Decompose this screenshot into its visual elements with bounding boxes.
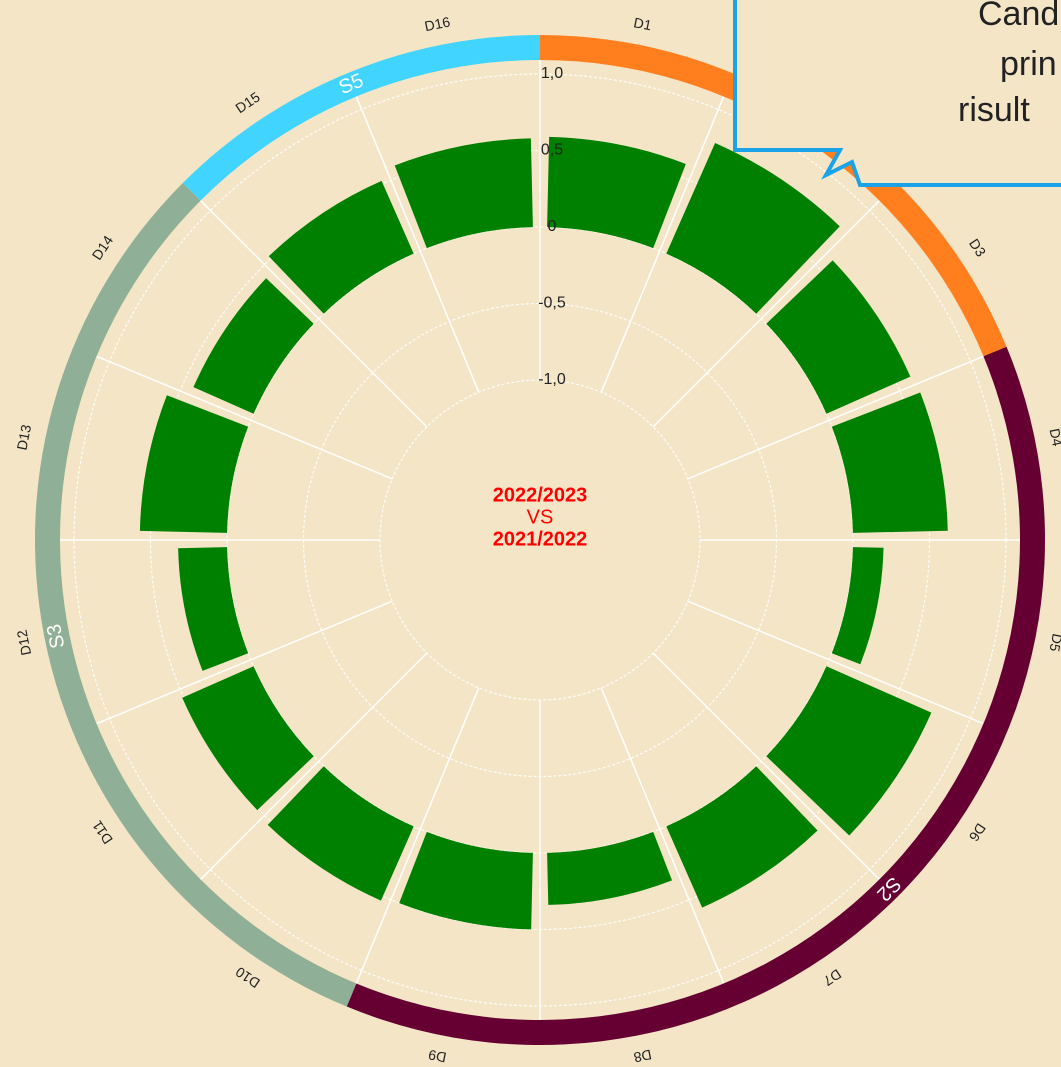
bars	[139, 136, 948, 930]
center-text: 2022/2023 VS 2021/2022	[493, 484, 588, 550]
category-label: D12	[13, 628, 34, 657]
bar	[268, 180, 414, 314]
spoke	[96, 355, 393, 480]
callout: Cand prin risult	[733, 0, 1061, 187]
spoke	[652, 652, 880, 880]
grid	[60, 60, 1020, 1020]
category-label: D5	[1047, 632, 1061, 653]
bar	[399, 831, 533, 930]
category-label: D4	[1047, 427, 1061, 448]
bar	[182, 666, 314, 811]
y-tick-label: -1,0	[538, 371, 566, 388]
spoke	[96, 600, 393, 725]
category-label: D13	[13, 423, 34, 452]
y-tick-label: 0	[548, 218, 557, 235]
bar	[831, 392, 948, 533]
callout-line: Cand	[978, 0, 1059, 33]
spoke	[355, 96, 480, 393]
callout-line: prin	[1000, 45, 1057, 83]
spoke	[600, 96, 725, 393]
center-line: 2022/2023	[493, 484, 588, 506]
bar	[139, 395, 249, 533]
spoke	[600, 687, 725, 984]
spoke	[200, 652, 428, 880]
bar	[666, 766, 818, 908]
bar	[666, 143, 840, 314]
callout-box	[733, 0, 1061, 187]
spoke	[200, 200, 428, 428]
spoke	[652, 200, 880, 428]
sector-band	[182, 35, 540, 201]
category-label: D9	[427, 1047, 448, 1066]
bar	[766, 260, 911, 414]
bar	[547, 831, 673, 905]
y-tick-label: -0,5	[538, 295, 566, 312]
category-label: D1	[632, 14, 653, 33]
callout-line: risult	[958, 91, 1030, 129]
sector-band	[34, 182, 357, 1007]
bar	[831, 547, 884, 665]
bar	[193, 278, 314, 414]
bar	[766, 666, 932, 836]
y-tick-label: 0,5	[541, 142, 563, 159]
center-line: VS	[527, 506, 554, 528]
center-line: 2021/2022	[493, 528, 588, 550]
bar	[178, 547, 249, 671]
bar	[267, 766, 414, 901]
bar	[547, 136, 686, 249]
spoke	[687, 600, 984, 725]
category-label: D8	[632, 1047, 653, 1066]
sector-label: S3	[43, 622, 69, 650]
category-label: D16	[423, 13, 452, 34]
spoke	[687, 355, 984, 480]
y-tick-label: 1,0	[541, 65, 563, 82]
bar	[394, 138, 533, 249]
spoke	[355, 687, 480, 984]
